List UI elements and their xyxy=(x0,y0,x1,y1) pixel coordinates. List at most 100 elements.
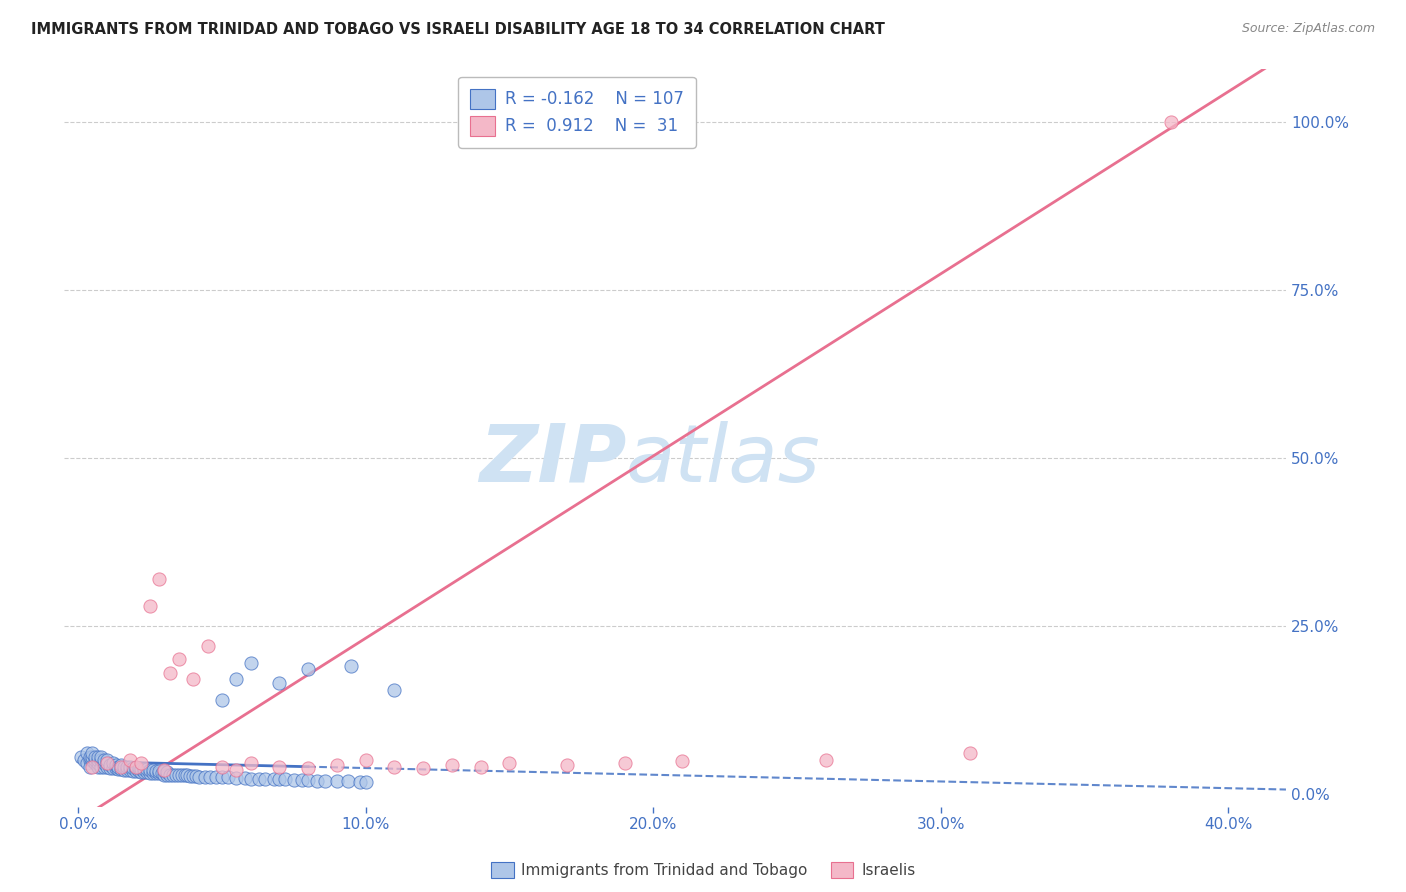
Point xyxy=(269,760,291,774)
Point xyxy=(305,773,328,788)
Point xyxy=(87,760,110,774)
Point xyxy=(162,768,184,782)
Point xyxy=(156,768,179,782)
Text: atlas: atlas xyxy=(626,421,821,499)
Point xyxy=(297,662,319,676)
Point xyxy=(93,760,115,774)
Point xyxy=(269,675,291,690)
Point xyxy=(1160,115,1182,129)
Point xyxy=(159,665,181,680)
Point xyxy=(139,763,162,777)
Point xyxy=(555,758,578,772)
Point xyxy=(134,765,156,780)
Point xyxy=(498,756,520,771)
Point xyxy=(326,758,349,772)
Point xyxy=(136,765,159,780)
Point xyxy=(124,761,146,775)
Point xyxy=(90,753,112,767)
Point xyxy=(82,749,104,764)
Point xyxy=(153,768,176,782)
Point xyxy=(112,760,135,774)
Point xyxy=(87,749,110,764)
Point xyxy=(96,760,118,774)
Point xyxy=(98,761,121,775)
Point xyxy=(181,673,204,687)
Point xyxy=(70,749,93,764)
Point xyxy=(93,756,115,771)
Point xyxy=(101,756,124,771)
Point xyxy=(82,753,104,767)
Point xyxy=(110,758,132,772)
Point xyxy=(79,749,101,764)
Point xyxy=(118,760,141,774)
Point xyxy=(384,682,406,697)
Point xyxy=(613,756,636,771)
Point xyxy=(197,639,219,653)
Point xyxy=(167,652,190,666)
Point xyxy=(297,773,319,788)
Text: IMMIGRANTS FROM TRINIDAD AND TOBAGO VS ISRAELI DISABILITY AGE 18 TO 34 CORRELATI: IMMIGRANTS FROM TRINIDAD AND TOBAGO VS I… xyxy=(31,22,884,37)
Point xyxy=(167,768,190,782)
Point xyxy=(184,769,207,783)
Point xyxy=(211,760,233,774)
Point xyxy=(239,656,262,670)
Point xyxy=(139,766,162,780)
Point xyxy=(211,692,233,706)
Point xyxy=(148,572,170,586)
Point xyxy=(104,761,127,775)
Point xyxy=(274,772,297,787)
Point xyxy=(194,770,217,784)
Point xyxy=(131,762,153,776)
Point xyxy=(128,764,150,779)
Point xyxy=(145,766,167,780)
Point xyxy=(110,760,132,774)
Point xyxy=(128,761,150,775)
Point xyxy=(79,760,101,774)
Point xyxy=(148,764,170,778)
Point xyxy=(314,773,336,788)
Point xyxy=(269,772,291,787)
Point xyxy=(101,761,124,775)
Point xyxy=(115,760,138,774)
Point xyxy=(225,673,247,687)
Point xyxy=(87,756,110,771)
Point xyxy=(145,764,167,778)
Point xyxy=(96,756,118,771)
Point xyxy=(337,774,360,789)
Point xyxy=(170,768,193,782)
Point xyxy=(148,766,170,780)
Point xyxy=(82,746,104,760)
Point xyxy=(173,768,195,782)
Point xyxy=(153,763,176,777)
Point xyxy=(98,758,121,772)
Point xyxy=(254,772,277,786)
Point xyxy=(440,758,463,772)
Point xyxy=(124,764,146,779)
Legend: R = -0.162    N = 107, R =  0.912    N =  31: R = -0.162 N = 107, R = 0.912 N = 31 xyxy=(458,77,696,147)
Point xyxy=(179,769,201,783)
Point xyxy=(79,753,101,767)
Point xyxy=(181,769,204,783)
Legend: Immigrants from Trinidad and Tobago, Israelis: Immigrants from Trinidad and Tobago, Isr… xyxy=(485,856,921,884)
Point xyxy=(131,756,153,771)
Point xyxy=(90,760,112,774)
Point xyxy=(233,771,256,785)
Point xyxy=(110,763,132,777)
Point xyxy=(247,772,270,786)
Point xyxy=(959,746,981,760)
Point xyxy=(263,772,285,787)
Point xyxy=(297,761,319,775)
Point xyxy=(136,763,159,777)
Point xyxy=(354,753,377,767)
Point xyxy=(814,753,837,767)
Point xyxy=(93,753,115,767)
Point xyxy=(384,760,406,774)
Point xyxy=(142,763,165,777)
Point xyxy=(104,758,127,772)
Point xyxy=(96,756,118,771)
Point xyxy=(217,771,239,785)
Point xyxy=(107,760,129,774)
Point xyxy=(165,768,187,782)
Point xyxy=(470,760,492,774)
Point xyxy=(412,761,434,775)
